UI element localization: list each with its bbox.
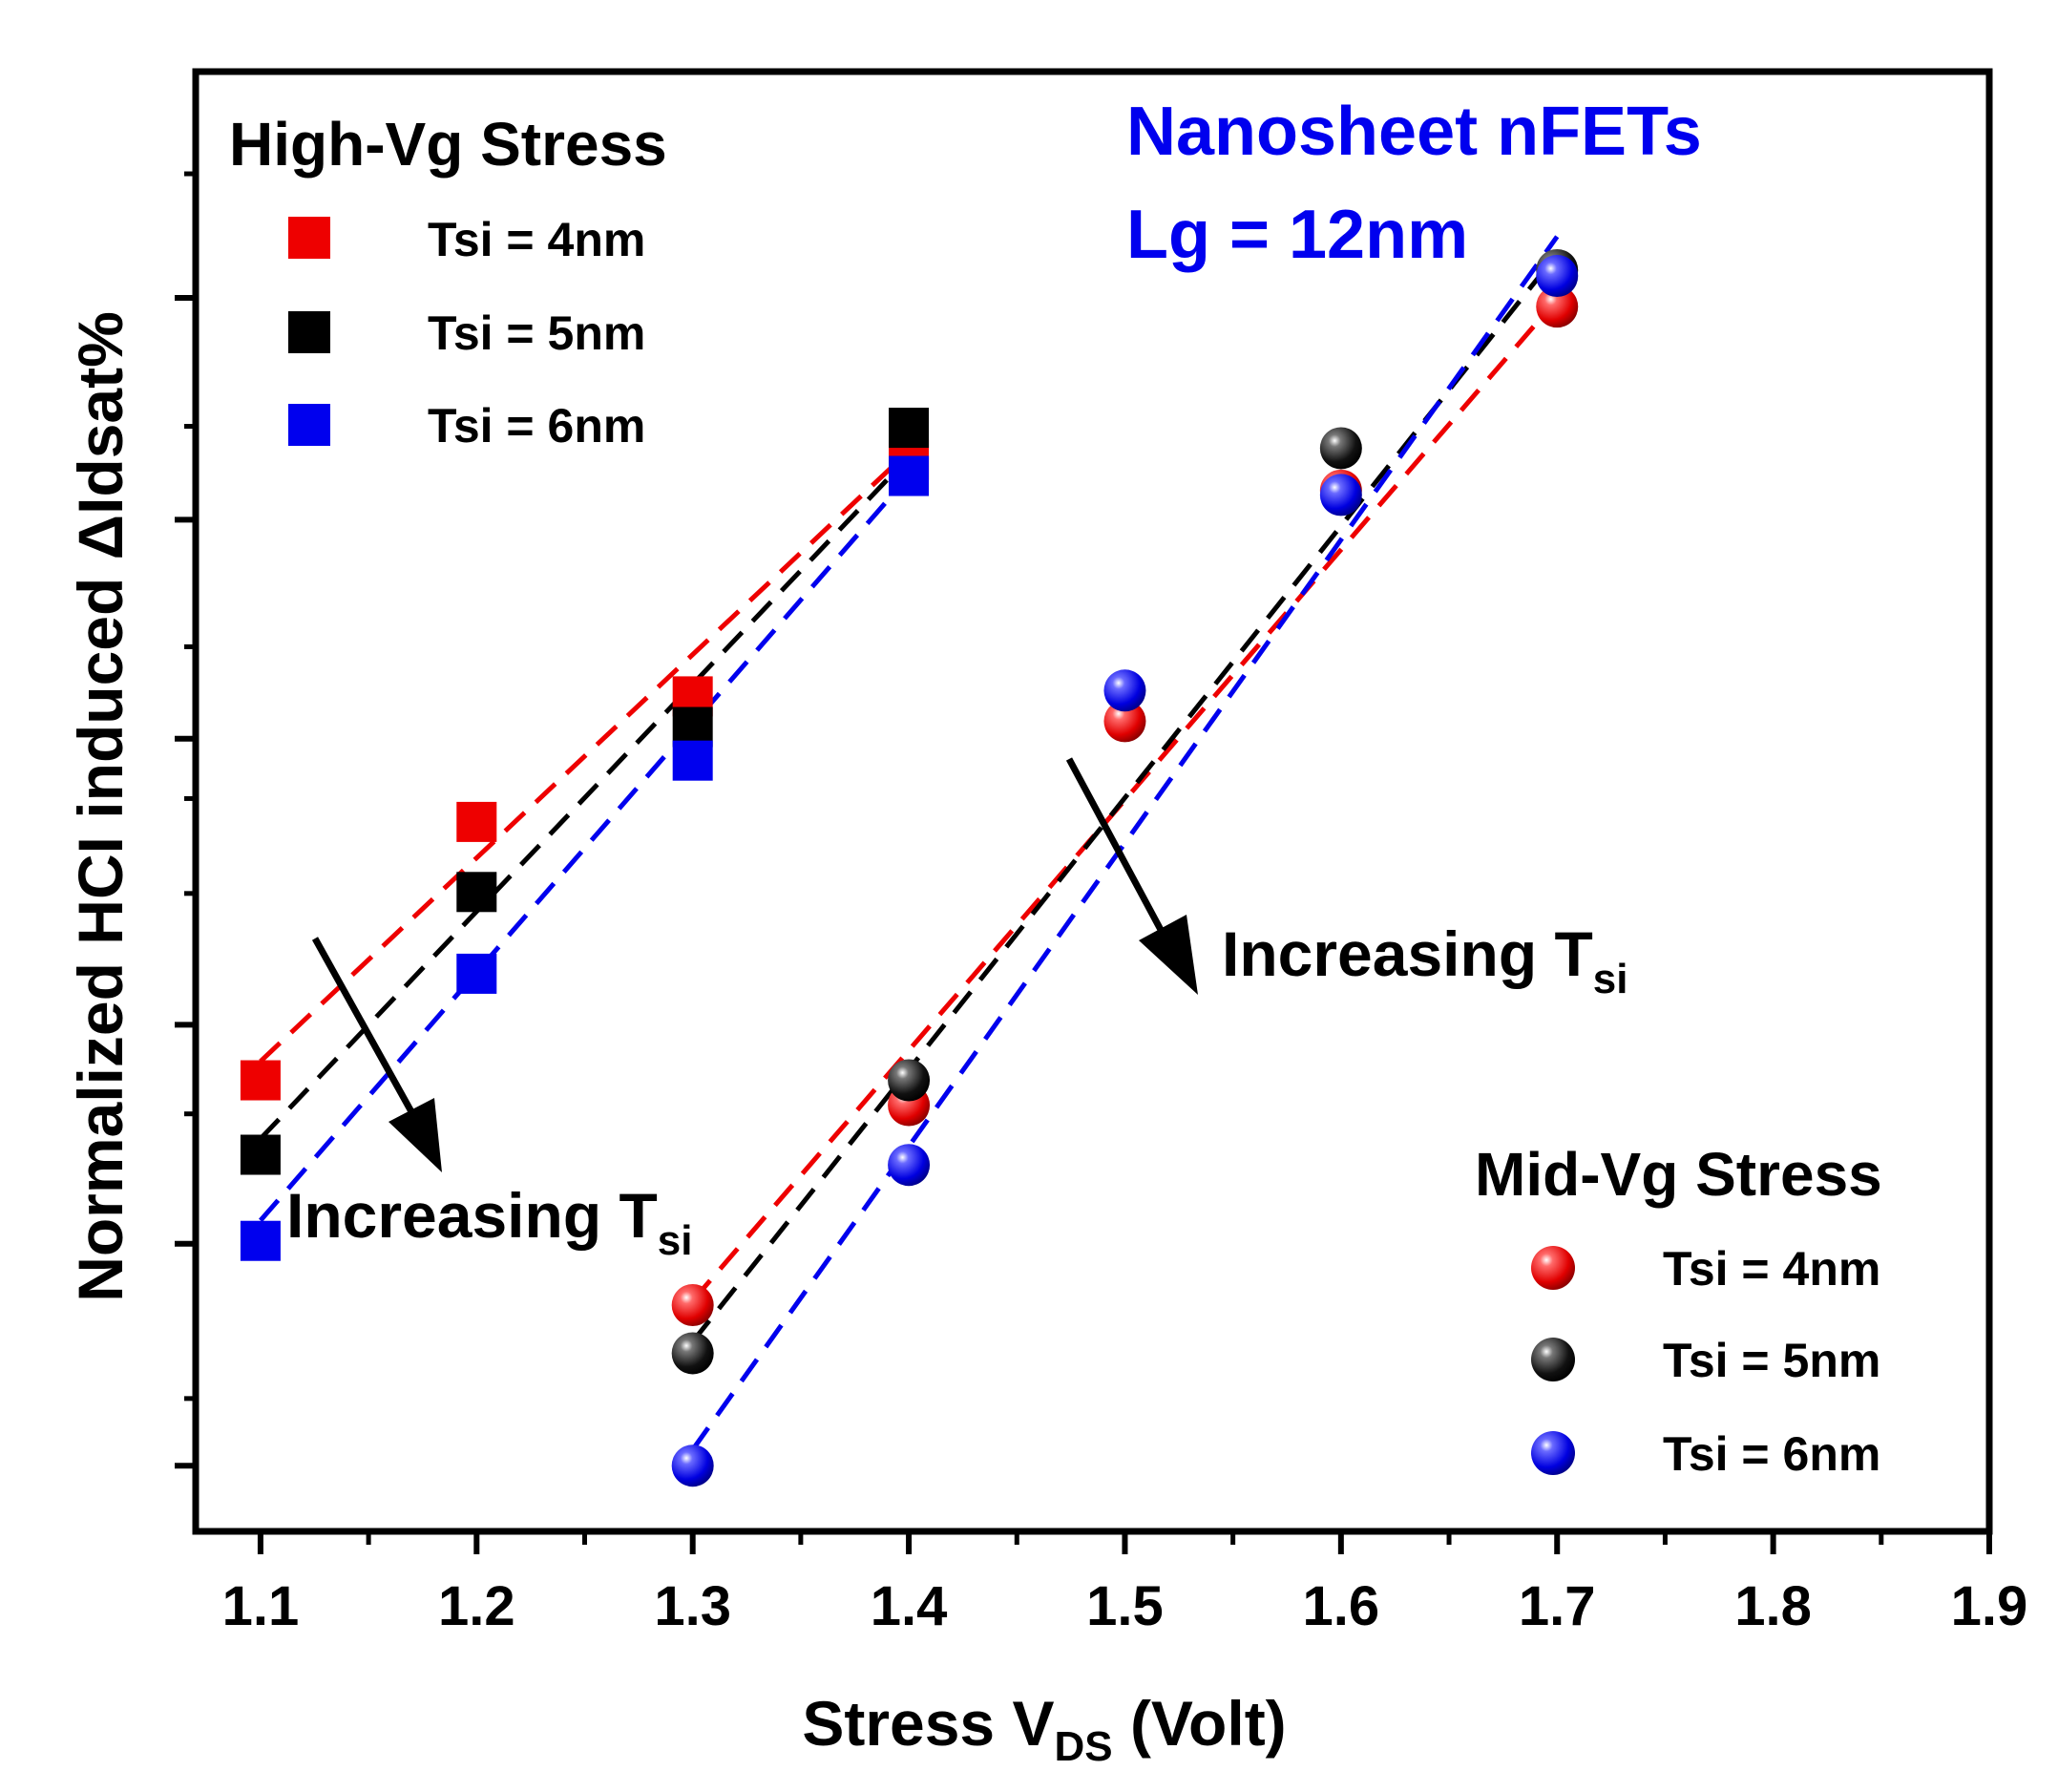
fit-line-high-vg-black: [259, 454, 911, 1141]
square-marker-blue: [240, 1220, 281, 1261]
fit-line-mid-vg-blue: [690, 235, 1560, 1451]
legend-mid-vg-label-4nm: Tsi = 4nm: [1663, 1242, 1880, 1296]
annotation-arrow-shaft-high-vg: [311, 937, 431, 1143]
x-tick-label: 1.3: [654, 1575, 731, 1637]
legend-mid-vg-label-5nm: Tsi = 5nm: [1663, 1334, 1880, 1387]
device-label-line-2: Lg = 12nm: [1126, 197, 1468, 273]
sphere-marker-red: [1103, 700, 1146, 743]
square-marker-blue: [456, 953, 497, 994]
fit-line-high-vg-blue: [259, 474, 911, 1222]
sphere-marker-blue: [671, 1444, 714, 1487]
square-marker-black: [456, 872, 497, 913]
sphere-marker-blue: [1536, 255, 1579, 298]
sphere-marker-black: [671, 1332, 714, 1375]
data-markers: [240, 248, 1579, 1487]
x-tick-label: 1.9: [1951, 1575, 2028, 1637]
y-axis-title: Normalized HCI induced ΔIdsat%: [65, 311, 136, 1302]
legend-mid-vg: Mid-Vg Stress Tsi = 4nm Tsi = 5nm Tsi = …: [1475, 1140, 1882, 1481]
legend-high-vg-label-5nm: Tsi = 5nm: [428, 306, 645, 360]
sphere-marker-blue: [1103, 669, 1146, 712]
sphere-marker-red: [671, 1284, 714, 1327]
x-axis-tick-labels: 1.1 1.2 1.3 1.4 1.5 1.6 1.7 1.8 1.9: [222, 1575, 2028, 1637]
x-tick-label: 1.6: [1303, 1575, 1380, 1637]
square-marker-black: [889, 408, 930, 449]
annotation-arrow-shaft-mid-vg: [1065, 757, 1178, 957]
legend-mid-vg-title: Mid-Vg Stress: [1475, 1140, 1882, 1209]
sphere-marker-black: [1319, 427, 1362, 470]
x-tick-label: 1.1: [222, 1575, 300, 1637]
sphere-marker-blue: [1319, 474, 1362, 517]
fit-line-mid-vg-red: [690, 297, 1560, 1303]
legend-high-vg: High-Vg Stress Tsi = 4nm Tsi = 5nm Tsi =…: [229, 110, 667, 453]
x-axis-ticks: [257, 1531, 1992, 1554]
x-tick-label: 1.8: [1734, 1575, 1812, 1637]
square-marker-red: [456, 801, 497, 842]
square-marker-black: [672, 706, 713, 748]
fit-lines: [259, 235, 1560, 1451]
legend-sphere-black: [1531, 1338, 1575, 1381]
y-axis-ticks: [175, 171, 196, 1469]
annotation-text-mid-vg: Increasing Tsi: [1222, 918, 1628, 1002]
legend-sphere-blue: [1531, 1431, 1575, 1475]
x-tick-label: 1.2: [438, 1575, 515, 1637]
annotation-text-high-vg: Increasing Tsi: [286, 1180, 692, 1264]
plot-frame: [192, 68, 1993, 1535]
legend-square-black: [288, 311, 330, 353]
square-marker-blue: [889, 455, 930, 496]
x-tick-label: 1.4: [871, 1575, 948, 1637]
device-label-line-1: Nanosheet nFETs: [1126, 94, 1702, 170]
legend-high-vg-label-6nm: Tsi = 6nm: [428, 399, 645, 453]
square-marker-black: [240, 1134, 281, 1175]
sphere-marker-black: [888, 1059, 931, 1102]
x-tick-label: 1.5: [1086, 1575, 1164, 1637]
legend-high-vg-label-4nm: Tsi = 4nm: [428, 213, 645, 266]
fit-line-high-vg-red: [259, 449, 911, 1064]
square-marker-red: [240, 1060, 281, 1101]
x-axis-title: Stress VDS (Volt): [802, 1688, 1286, 1770]
square-marker-blue: [672, 740, 713, 781]
legend-square-red: [288, 217, 330, 259]
sphere-marker-blue: [888, 1144, 931, 1187]
x-tick-label: 1.7: [1519, 1575, 1596, 1637]
annotation-mid-vg: Increasing Tsi: [1065, 757, 1628, 1002]
legend-mid-vg-label-6nm: Tsi = 6nm: [1663, 1427, 1880, 1481]
legend-sphere-red: [1531, 1246, 1575, 1290]
annotation-high-vg: Increasing Tsi: [286, 937, 692, 1264]
sphere-marker-red: [1536, 285, 1579, 328]
annotation-arrowhead-mid-vg: [1139, 915, 1198, 995]
annotation-arrowhead-high-vg: [388, 1098, 442, 1172]
legend-high-vg-title: High-Vg Stress: [229, 110, 667, 179]
legend-square-blue: [288, 404, 330, 446]
